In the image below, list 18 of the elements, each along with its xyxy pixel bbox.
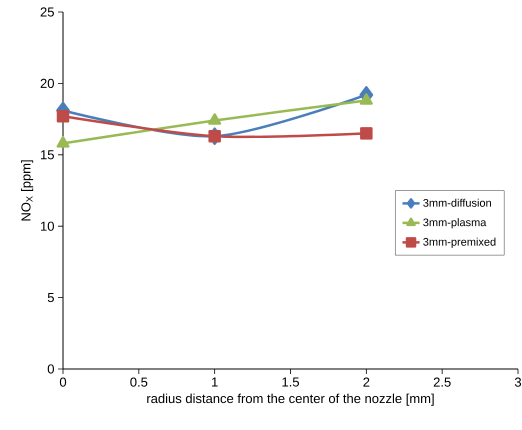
legend-label: 3mm-premixed <box>423 238 496 248</box>
y-tick-label: 10 <box>41 222 54 231</box>
legend-label: 3mm-diffusion <box>423 198 491 207</box>
x-axis-title: radius distance from the center of the nozzle [mm] <box>147 394 434 406</box>
x-tick-label: 0 <box>60 378 66 387</box>
x-tick-label: 0.5 <box>130 378 148 387</box>
x-tick-label: 2 <box>363 378 370 387</box>
x-tick-label: 1.5 <box>282 378 299 387</box>
legend-label: 3mm-plasma <box>423 218 486 228</box>
x-tick-label: 3 <box>514 378 522 387</box>
y-tick-label: 20 <box>40 78 54 88</box>
x-tick-label: 1 <box>212 378 218 386</box>
x-tick-label: 2.5 <box>434 378 451 387</box>
y-tick-label: 5 <box>48 293 54 302</box>
y-axis-title: NO$_{X}$ [ppm] <box>21 160 34 221</box>
y-tick-label: 25 <box>40 7 54 17</box>
y-tick-label: 15 <box>41 150 54 160</box>
y-tick-label: 0 <box>48 364 54 374</box>
